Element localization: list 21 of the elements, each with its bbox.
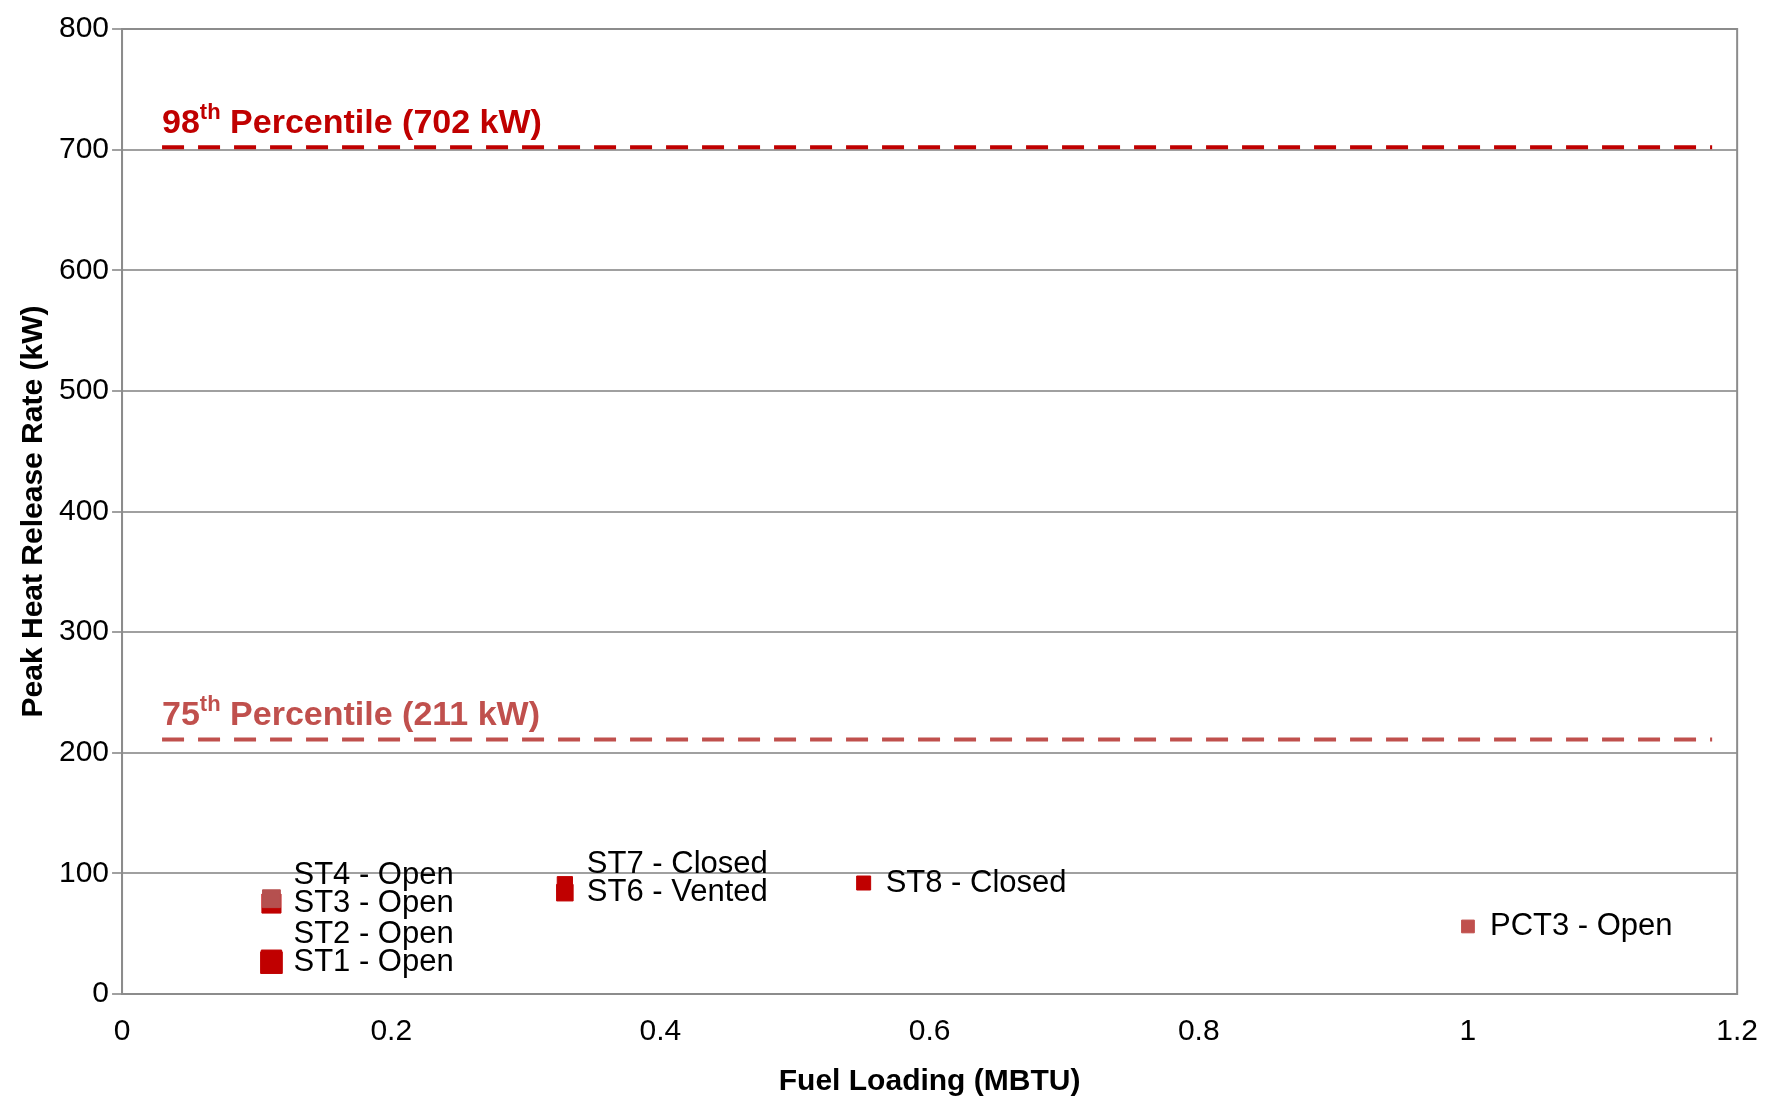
y-tick-label: 800 xyxy=(58,10,110,44)
x-axis-title: Fuel Loading (MBTU) xyxy=(778,1063,1081,1097)
x-tick-label: 0.4 xyxy=(639,1013,682,1047)
x-tick-label: 0 xyxy=(113,1013,131,1047)
series-label: ST6 - Vented xyxy=(586,873,768,909)
y-axis-title: Peak Heat Release Rate (kW) xyxy=(15,305,49,718)
x-tick-label: 1.2 xyxy=(1716,1013,1759,1047)
y-tick-label: 400 xyxy=(58,492,110,526)
y-tick-label: 500 xyxy=(58,372,110,406)
y-tick-label: 300 xyxy=(58,613,110,647)
y-tick-label: 700 xyxy=(58,130,110,164)
y-tick-label: 200 xyxy=(58,734,110,768)
series-label: PCT3 - Open xyxy=(1489,907,1673,942)
y-tick-label: 600 xyxy=(58,251,110,285)
y-tick-label: 100 xyxy=(58,854,110,888)
x-tick-label: 0.8 xyxy=(1177,1013,1220,1047)
y-tick-label: 0 xyxy=(92,975,110,1009)
x-tick-label: 0.6 xyxy=(908,1013,951,1047)
series-label: ST8 - Closed xyxy=(885,863,1067,899)
x-tick-label: 0.2 xyxy=(370,1013,413,1047)
x-tick-label: 1 xyxy=(1459,1013,1477,1047)
